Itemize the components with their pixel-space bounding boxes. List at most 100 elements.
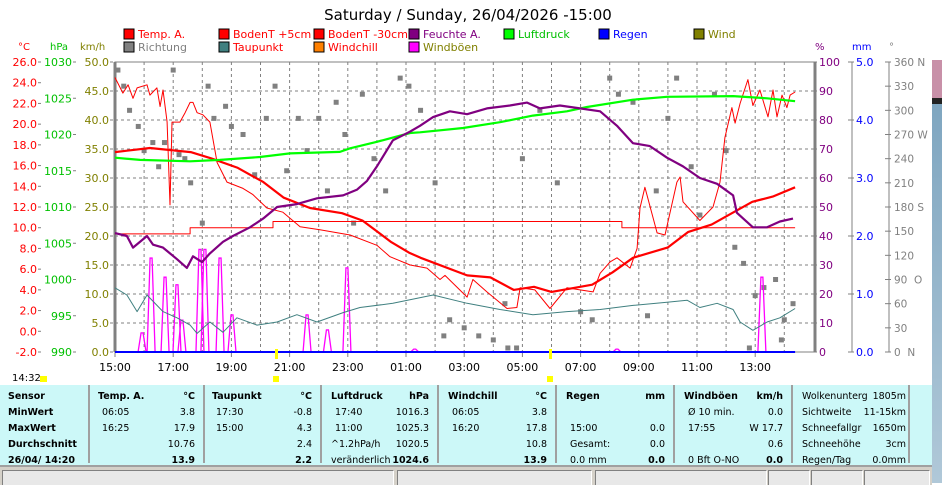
gust-spike: [200, 248, 210, 353]
x-tick-label: 23:00: [332, 361, 364, 374]
series-taupunkt: [114, 287, 796, 334]
axis-tick-label: 24.0: [13, 77, 38, 90]
axis-tick-label: 1000: [44, 274, 72, 287]
direction-dot: [324, 188, 330, 194]
direction-dot: [790, 301, 796, 307]
legend-label: Temp. A.: [137, 28, 185, 41]
table-column: [442, 385, 557, 463]
axis-tick-label: 16.0: [13, 160, 38, 173]
legend-label: Richtung: [138, 41, 187, 54]
chart-title: Saturday / Sunday, 26/04/2026 -15:00: [324, 6, 612, 24]
extra-label: Schneehöhe: [802, 439, 861, 450]
temp-time: 16:25: [102, 423, 130, 434]
table-column: [560, 385, 675, 463]
direction-dot: [723, 148, 729, 154]
axis-tick-label: 1015: [44, 165, 72, 178]
direction-dot: [418, 107, 424, 113]
legend-label: BodenT +5cm: [233, 28, 311, 41]
series-lines: [114, 77, 796, 353]
temp-header: Temp. A.: [98, 391, 145, 402]
axis-tick-label: 300: [894, 105, 914, 117]
legend-swatch: [408, 28, 420, 40]
direction-dot: [778, 337, 784, 343]
axis-tick-label: 180 S: [894, 202, 924, 214]
axis-tick-label: 330: [894, 81, 914, 93]
axis-tick-label: 3.0: [856, 172, 874, 185]
status-panel: [2, 470, 394, 485]
axis-tick-label: 70: [819, 143, 833, 156]
rain-header: Regen: [566, 391, 600, 402]
dew-unit: °C: [300, 391, 312, 402]
direction-dot: [447, 317, 453, 323]
dew-time: 15:00: [216, 423, 244, 434]
axis-tick-label: 990: [51, 346, 72, 359]
x-tick-label: 21:00: [274, 361, 306, 374]
legend-label: Wind: [708, 28, 736, 41]
series-bodent-30cm: [115, 221, 796, 235]
temp-value: 17.9: [173, 423, 195, 434]
direction-dot: [781, 317, 787, 323]
axis-tick-label: 4.0: [20, 284, 38, 297]
direction-dot: [665, 115, 671, 121]
legend-swatch: [693, 28, 705, 40]
direction-dot: [351, 220, 357, 226]
axis-tick-label: 12.0: [13, 201, 38, 214]
legend-label: Feuchte A.: [423, 28, 481, 41]
direction-dot: [674, 75, 680, 81]
direction-dot: [746, 345, 752, 351]
direction-dot: [284, 168, 290, 174]
direction-dot: [176, 152, 182, 158]
chill-value: 10.8: [525, 439, 547, 450]
rain-time: Gesamt:: [570, 439, 611, 450]
grid: [114, 61, 816, 353]
direction-dot: [170, 67, 176, 73]
direction-dot: [461, 325, 467, 331]
axis-tick-label: 1020: [44, 129, 72, 142]
extra-value: 1805m: [872, 391, 906, 402]
axis-tick-label: 2.0: [20, 305, 38, 318]
cursor-marker[interactable]: [40, 376, 47, 382]
extra-value: 0.0mm: [872, 455, 906, 466]
gust-spike: [227, 314, 237, 353]
axis-tick-label: 120: [894, 250, 914, 262]
axis-tick-label: 22.0: [13, 97, 38, 110]
gust-spike: [160, 276, 170, 353]
table-column: [795, 385, 910, 463]
legend-swatch: [123, 28, 135, 40]
rain-value: 0.0: [648, 455, 665, 466]
direction-dot: [182, 156, 188, 162]
chill-value: 17.8: [525, 423, 547, 434]
direction-dot: [397, 75, 403, 81]
x-tick-label: 05:00: [507, 361, 539, 374]
x-tick-label: 17:00: [157, 361, 189, 374]
press-value: 1020.5: [395, 439, 429, 450]
legend-swatch: [503, 28, 515, 40]
gust-spike: [137, 332, 147, 353]
direction-dot: [519, 156, 525, 162]
status-bar: [0, 465, 932, 485]
sun-marker: [547, 376, 553, 382]
axis-tick-label: 1010: [44, 201, 72, 214]
legend-swatch: [598, 28, 610, 40]
axis-tick-label: 1025: [44, 92, 72, 105]
gust-spike: [146, 257, 156, 353]
axis-tick-label: 20: [819, 288, 833, 301]
axis-tick-label: 0.0: [856, 346, 874, 359]
axis-tick-label: 35.0: [85, 143, 110, 156]
axis-tick-label: 15.0: [85, 259, 110, 272]
gust-spike: [612, 348, 622, 353]
axis-tick-label: 40.0: [85, 114, 110, 127]
direction-dot: [304, 148, 310, 154]
direction-dot: [653, 188, 659, 194]
direction-dot: [333, 99, 339, 105]
direction-dot: [188, 180, 194, 186]
dew-value: 2.4: [296, 439, 312, 450]
axis-tick-label: 90: [819, 85, 833, 98]
legend-swatch: [313, 41, 325, 53]
direction-dot: [263, 115, 269, 121]
gust-series: [137, 248, 767, 353]
direction-dot: [554, 180, 560, 186]
axis-tick-label: 2.0: [856, 230, 874, 243]
press-header: Luftdruck: [331, 391, 383, 402]
extra-label: Regen/Tag: [802, 455, 852, 466]
